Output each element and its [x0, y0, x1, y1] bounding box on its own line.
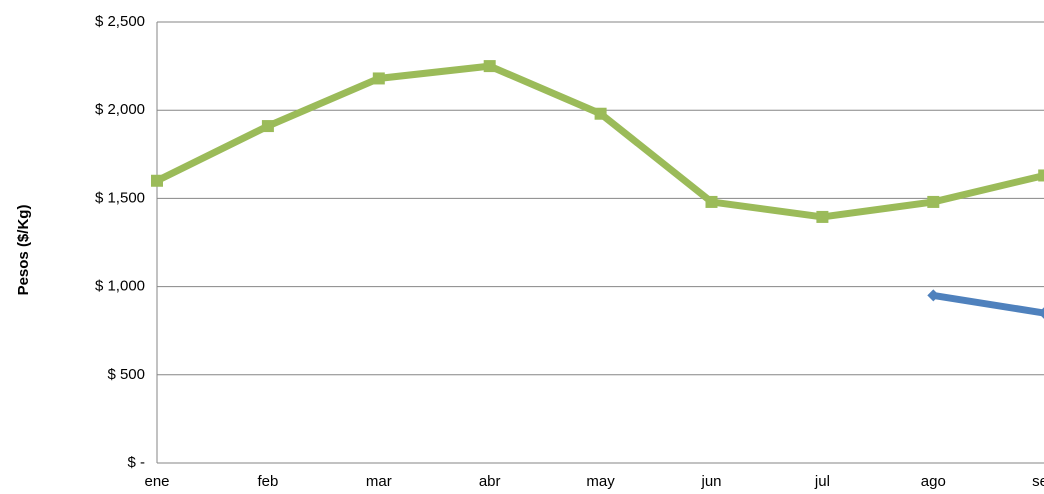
- y-tick-label: $ -: [127, 454, 145, 471]
- point-marker: [816, 210, 829, 223]
- point-marker: [1038, 307, 1044, 319]
- point-marker: [151, 174, 163, 187]
- point-marker: [927, 289, 940, 302]
- y-tick-label: $ 2,000: [95, 101, 145, 118]
- point-marker: [927, 195, 940, 208]
- x-tick-label: may: [586, 473, 615, 490]
- point-marker: [483, 60, 496, 73]
- point-marker: [594, 107, 607, 120]
- point-marker: [705, 195, 718, 208]
- x-tick-label: jun: [700, 473, 721, 490]
- x-tick-label: mar: [366, 473, 392, 490]
- x-tick-label: jul: [814, 473, 830, 490]
- point-marker: [261, 120, 274, 133]
- y-tick-label: $ 2,500: [95, 13, 145, 30]
- series-line: [932, 291, 1044, 317]
- y-tick-label: $ 500: [107, 366, 145, 383]
- y-tick-label: $ 1,500: [95, 189, 145, 206]
- x-tick-label: sep: [1032, 473, 1044, 490]
- point-marker: [372, 72, 385, 85]
- x-tick-label: feb: [257, 473, 278, 490]
- y-tick-label: $ 1,000: [95, 278, 145, 295]
- y-axis-title: Pesos ($/Kg): [15, 205, 32, 296]
- x-tick-label: ene: [144, 473, 169, 490]
- x-tick-label: abr: [479, 473, 501, 490]
- point-marker: [1038, 169, 1044, 182]
- series-line: [155, 62, 1044, 221]
- x-tick-label: ago: [921, 473, 946, 490]
